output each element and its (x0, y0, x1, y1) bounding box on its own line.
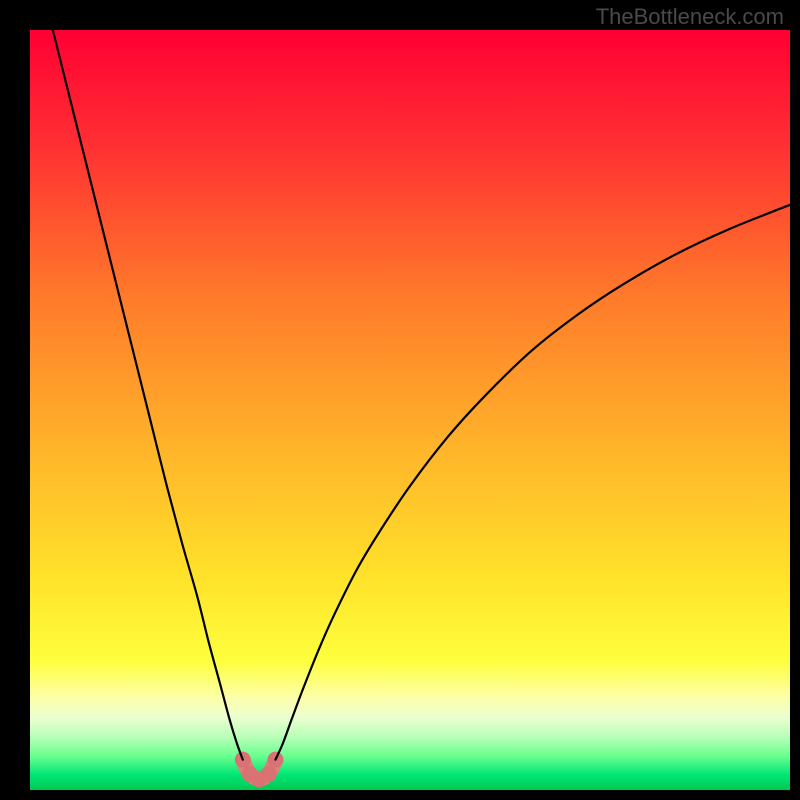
figure-root: TheBottleneck.com (0, 0, 800, 800)
source-label: TheBottleneck.com (596, 4, 784, 30)
bottleneck-plot (0, 0, 800, 800)
plot-background (30, 30, 790, 790)
plot-layers (0, 0, 800, 800)
valley-marker-3 (261, 766, 277, 782)
